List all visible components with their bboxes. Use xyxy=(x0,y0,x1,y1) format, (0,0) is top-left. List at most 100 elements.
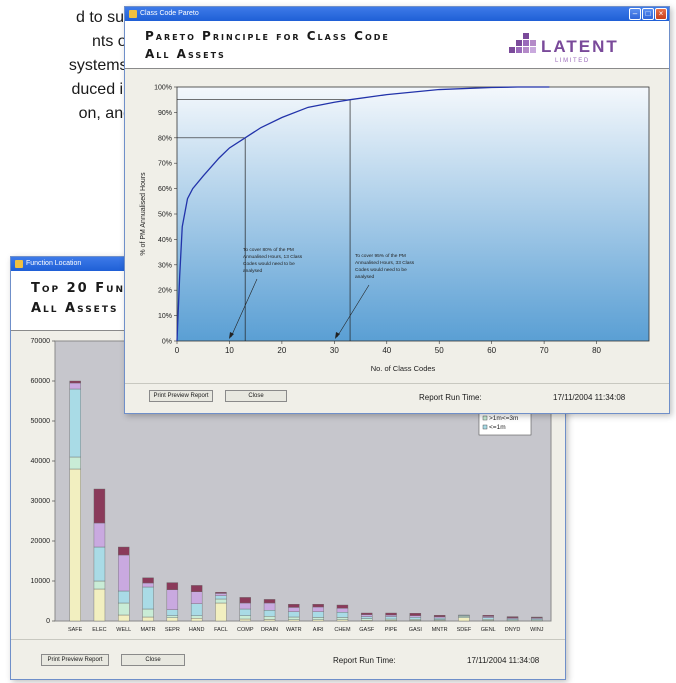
run-time-value: 17/11/2004 11:34:08 xyxy=(467,656,540,665)
y-tick-label: 80% xyxy=(158,135,172,142)
bar-segment xyxy=(385,616,397,620)
run-time-value: 17/11/2004 11:34:08 xyxy=(553,393,626,402)
bar-segment xyxy=(288,616,300,620)
bar-segment xyxy=(215,595,227,600)
class-code-pareto-window: Class Code Pareto – □ × Pareto Principle… xyxy=(124,6,670,414)
x-tick-label: 0 xyxy=(175,346,180,355)
y-tick-label: 20% xyxy=(158,288,172,295)
bar-segment xyxy=(336,604,349,609)
bar-segment xyxy=(239,597,251,604)
x-tick-label: FACL xyxy=(214,627,228,631)
bar-segment xyxy=(69,456,81,470)
bar-segment xyxy=(142,608,154,618)
bar-segment xyxy=(458,617,470,622)
annotation-text: Codes would need to be xyxy=(355,267,407,273)
bar-segment xyxy=(482,615,494,617)
x-tick-label: HAND xyxy=(189,627,205,631)
maximize-icon[interactable]: □ xyxy=(642,8,654,20)
legend-label: >1m<=3m xyxy=(489,415,518,422)
pareto-title-line1: Pareto Principle for Class Code xyxy=(145,29,390,43)
bar-segment xyxy=(288,611,300,618)
bar-segment xyxy=(215,592,227,594)
bar-segment xyxy=(93,522,106,548)
bar-segment xyxy=(239,618,251,622)
run-time-label: Report Run Time: xyxy=(419,393,482,402)
bar-segment xyxy=(361,616,373,619)
close-button[interactable]: Close xyxy=(121,654,185,666)
bar-segment xyxy=(142,586,154,610)
bar-segment xyxy=(93,588,106,622)
bar-segment xyxy=(190,603,203,616)
bar-segment xyxy=(190,591,203,604)
bar-segment xyxy=(288,607,300,612)
annotation-arrow xyxy=(230,278,258,338)
background-text-line: systems. xyxy=(68,57,132,74)
y-tick-label: 30000 xyxy=(31,498,51,505)
x-tick-label: WELL xyxy=(116,627,131,631)
print-preview-button[interactable]: Print Preview Report xyxy=(149,390,213,402)
y-tick-label: 40000 xyxy=(31,458,51,465)
annotation-text: analysed xyxy=(355,274,375,280)
bar-segment xyxy=(190,615,203,619)
bar-segment xyxy=(263,610,276,617)
x-axis-label: No. of Class Codes xyxy=(371,364,436,373)
x-tick-label: PIPE xyxy=(385,627,398,631)
pareto-line-chart: 0% 10% 20% 30% 40% 50% 60% 70% 80% 90% 100% 0 10 20 30… xyxy=(140,85,650,373)
bar-segment xyxy=(239,602,251,610)
y-tick-label: 0% xyxy=(162,339,172,346)
bar-segment xyxy=(142,577,154,584)
x-tick-label: 30 xyxy=(330,346,339,355)
legend-swatch xyxy=(482,415,488,421)
y-tick-label: 100% xyxy=(154,85,172,92)
function-title-line1: Top 20 Fun xyxy=(31,281,125,296)
bar-segment xyxy=(409,615,422,618)
pareto-curve xyxy=(176,86,550,342)
bar-segment xyxy=(190,618,203,622)
x-tick-label: GASI xyxy=(409,627,423,631)
legend: >1m<=3m <=1m xyxy=(478,410,532,436)
bar-segment xyxy=(263,616,276,620)
latent-logo: LATENT L I M I T E D xyxy=(509,33,617,64)
x-tick-label: 40 xyxy=(382,346,391,355)
bar-segment xyxy=(263,619,276,622)
bar-segment xyxy=(166,617,179,622)
y-tick-label: 60% xyxy=(158,186,172,193)
pareto-footer: Print Preview Report Close Report Run Ti… xyxy=(125,383,669,413)
function-report-title: Top 20 Fun All Assets xyxy=(31,279,125,319)
x-tick-label: 70 xyxy=(540,346,549,355)
bar-segment xyxy=(263,599,276,604)
bar-segment xyxy=(93,546,106,582)
y-tick-label: 40% xyxy=(158,237,172,244)
bar-segment xyxy=(166,589,179,610)
bar-segment xyxy=(458,616,470,619)
minimize-icon[interactable]: – xyxy=(629,8,641,20)
bar-segment xyxy=(312,604,324,608)
app-icon xyxy=(129,10,137,18)
x-tick-label: MNTR xyxy=(432,627,448,631)
annotation-text: Codes would need to be xyxy=(243,261,295,267)
function-footer: Print Preview Report Close Report Run Ti… xyxy=(11,639,565,679)
bar-segment xyxy=(506,616,519,619)
pareto-report-title: Pareto Principle for Class Code All Asse… xyxy=(145,27,390,63)
x-tick-label: 10 xyxy=(225,346,234,355)
annotation-arrow xyxy=(336,284,370,338)
y-tick-label: 50% xyxy=(158,212,172,219)
annotation-text: Annualised Hours, 33 Class xyxy=(355,260,415,266)
background-text-line: d to suit xyxy=(75,9,132,26)
x-tick-label: GASF xyxy=(359,627,375,631)
app-icon xyxy=(15,260,23,268)
bar-segment xyxy=(361,618,373,621)
bar-segment xyxy=(118,590,130,604)
plot-area xyxy=(176,86,650,342)
bar-segment xyxy=(69,382,81,390)
bar-segment xyxy=(263,602,276,611)
print-preview-button[interactable]: Print Preview Report xyxy=(41,654,109,666)
close-icon[interactable]: × xyxy=(655,8,667,20)
pareto-window-titlebar[interactable]: Class Code Pareto – □ × xyxy=(125,7,669,21)
legend-label: <=1m xyxy=(489,424,506,431)
x-tick-label: GENL xyxy=(481,627,496,631)
run-time-label: Report Run Time: xyxy=(333,656,396,665)
close-button[interactable]: Close xyxy=(225,390,287,402)
bar-segment xyxy=(409,613,422,616)
bar-segment xyxy=(312,606,324,613)
